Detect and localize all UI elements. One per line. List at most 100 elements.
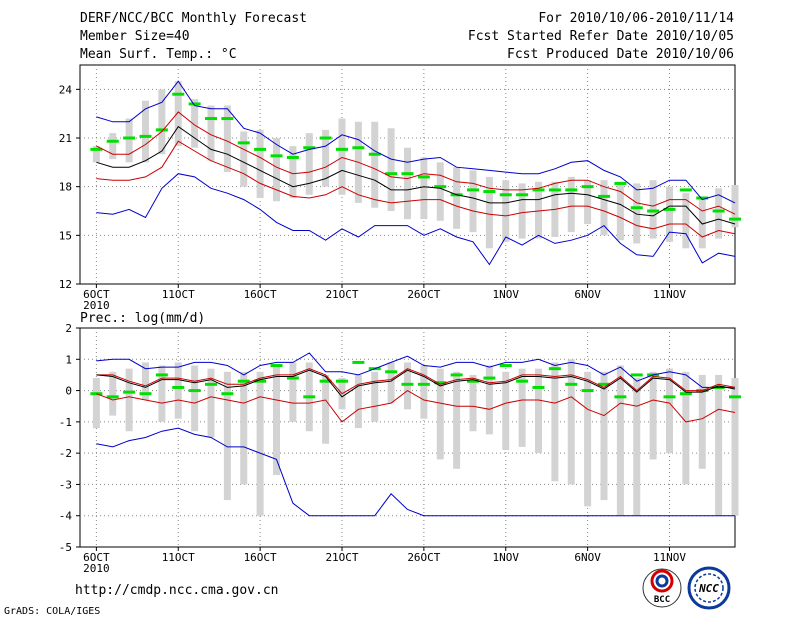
temp-spread-upper-line (96, 111, 736, 215)
temp-ensemble-box (338, 118, 346, 195)
prec-ensemble-box (223, 371, 231, 501)
prec-ensemble-box (158, 365, 166, 422)
precipitation-panel: 6OCT 11OCT 16OCT 21OCT 26OCT 1NOV 6NOV 11NOV201… (59, 322, 741, 575)
forecast-period: For 2010/10/06-2010/11/14 (538, 11, 734, 26)
prec-ensemble-box (354, 374, 362, 429)
temp-ensemble-box (469, 170, 477, 233)
prec-ensemble-box (485, 365, 493, 435)
prec-xtick-label: 11OCT (162, 551, 195, 564)
bcc-logo: BCC (642, 568, 682, 608)
ncc-logo-inner-ring (694, 573, 724, 603)
prec-ensemble-box (289, 362, 297, 422)
prec-ytick-label: -4 (59, 510, 73, 523)
prec-xtick-label: 1NOV (493, 551, 520, 564)
temp-ensemble-box (256, 129, 264, 199)
bcc-logo-swirl-blue (655, 574, 669, 588)
temp-frame (79, 64, 736, 285)
temp-xtick-label: 11OCT (162, 288, 195, 301)
prec-ensemble-box (240, 371, 248, 485)
temp-ytick-label: 12 (59, 278, 72, 291)
prec-mean-line (96, 369, 736, 398)
temp-xtick-label: 11NOV (653, 288, 686, 301)
prec-ensemble-box (387, 362, 395, 404)
prec-xtick-year: 2010 (83, 562, 110, 575)
temp-ensemble-box (109, 133, 117, 160)
prec-ensemble-box (207, 368, 215, 438)
temp-spread-lower-line (96, 140, 736, 238)
prec-ytick-label: -2 (59, 447, 72, 460)
temp-ensemble-box (322, 129, 330, 187)
prec-ensemble-box (633, 378, 641, 516)
temp-ensemble-box (698, 196, 706, 249)
temperature-panel: 6OCT 11OCT 16OCT 21OCT 26OCT 1NOV 6NOV 11NOV 201… (59, 64, 741, 312)
temp-xtick-year: 2010 (83, 299, 110, 312)
temp-ytick-label: 15 (59, 229, 72, 242)
prec-ensemble-box (174, 362, 182, 419)
temp-ensemble-box (223, 105, 231, 173)
grads-credit: GrADS: COLA/IGES (4, 606, 100, 617)
temp-xtick-label: 6OCT (83, 288, 110, 301)
forecast-produced-date: Fcst Produced Date 2010/10/06 (507, 47, 734, 62)
temp-xtick-label: 16OCT (244, 288, 277, 301)
temp-ensemble-box (305, 133, 313, 195)
prec-ensemble-box (518, 368, 526, 447)
temp-ensemble-box (125, 118, 133, 163)
prec-ytick-label: -3 (59, 478, 72, 491)
temp-ensemble-box (485, 176, 493, 249)
prec-ensemble-box (535, 368, 542, 454)
temp-xtick-label: 6NOV (574, 288, 601, 301)
temp-ensemble-box (158, 89, 166, 155)
prec-ensemble-box (698, 374, 706, 469)
temp-ensemble-box (633, 183, 641, 244)
prec-ensemble-box (453, 371, 461, 469)
prec-ensemble-box (649, 371, 657, 460)
temp-ensemble-box (207, 105, 215, 161)
temp-ensemble-box (174, 81, 182, 147)
prec-ensemble-box (616, 365, 624, 516)
forecast-start-date: Fcst Started Refer Date 2010/10/05 (468, 29, 734, 44)
temp-ensemble-box (191, 99, 199, 148)
prec-ensemble-box (404, 362, 411, 410)
prec-ensemble-box (567, 359, 575, 485)
temp-ytick-label: 24 (59, 83, 73, 96)
prec-ensemble-box (191, 365, 199, 432)
member-size-label: Member Size=40 (80, 29, 190, 44)
prec-spread-upper-line (96, 368, 736, 395)
prec-ensemble-box (125, 368, 133, 432)
prec-ytick-label: -5 (59, 541, 72, 554)
temp-ensemble-box (387, 128, 395, 211)
temp-xtick-label: 1NOV (493, 288, 520, 301)
temp-ensemble-box (649, 180, 657, 239)
prec-ensemble-box (469, 374, 477, 432)
temp-ensemble-box (436, 162, 444, 221)
prec-xtick-label: 26OCT (407, 551, 440, 564)
variable-label: Mean Surf. Temp.: °C (80, 47, 237, 62)
prec-ensemble-box (600, 371, 608, 501)
temp-ytick-label: 21 (59, 132, 72, 145)
prec-ensemble-box (322, 374, 330, 444)
source-url[interactable]: http://cmdp.ncc.cma.gov.cn (75, 583, 279, 598)
temp-ensemble-box (289, 146, 297, 199)
prec-ensemble-box (682, 371, 690, 485)
precip-panel-title: Prec.: log(mm/d) (80, 311, 205, 326)
temp-xtick-label: 21OCT (325, 288, 358, 301)
prec-ensemble-box (715, 374, 723, 516)
prec-ensemble-box (92, 378, 100, 429)
chart-title: DERF/NCC/BCC Monthly Forecast (80, 11, 307, 26)
prec-ensemble-box (584, 371, 592, 507)
temp-ensemble-box (715, 188, 723, 239)
ncc-logo-text: NCC (698, 582, 719, 595)
ncc-logo: NCC (687, 566, 731, 610)
prec-ytick-label: -1 (59, 416, 72, 429)
temp-mean-line (96, 125, 736, 225)
temp-ensemble-box (731, 185, 739, 228)
temp-ensemble-box (616, 181, 624, 241)
temp-ensemble-box (92, 146, 100, 163)
prec-ensemble-box (420, 365, 428, 419)
prec-ensemble-box (256, 371, 264, 516)
temp-xtick-label: 26OCT (407, 288, 440, 301)
temp-ensemble-box (142, 100, 149, 163)
prec-ensemble-box (436, 368, 444, 460)
bcc-logo-swirl-red (650, 569, 674, 593)
temp-ensemble-box (666, 186, 673, 242)
